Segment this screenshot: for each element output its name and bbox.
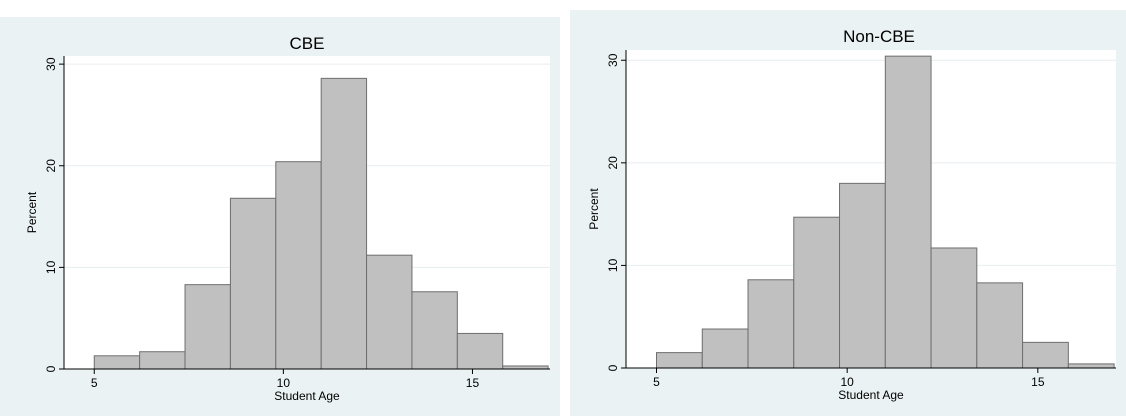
chart-title: Non-CBE bbox=[843, 27, 915, 46]
y-tick-label: 0 bbox=[606, 364, 620, 371]
histogram-bar bbox=[747, 279, 795, 369]
histogram-bar bbox=[793, 216, 841, 369]
histogram-bar bbox=[139, 351, 186, 370]
y-axis-label: Percent bbox=[25, 191, 39, 233]
y-tick-label: 20 bbox=[606, 156, 620, 170]
histogram-bar bbox=[411, 291, 458, 370]
histogram-bar bbox=[184, 284, 231, 370]
histogram-bar bbox=[839, 182, 886, 369]
histogram-non-cbe: 0 10 20 30 5 10 15 Non-CBE Student Age Percent bbox=[587, 27, 1116, 402]
y-tick-label: 10 bbox=[44, 260, 58, 274]
histogram-bar bbox=[656, 352, 703, 369]
histogram-bar bbox=[229, 197, 277, 370]
x-tick-label: 15 bbox=[1031, 375, 1045, 389]
x-tick-label: 10 bbox=[840, 375, 854, 389]
histogram-bar bbox=[1022, 341, 1069, 369]
x-tick-label: 5 bbox=[653, 375, 660, 389]
y-tick-label: 10 bbox=[606, 258, 620, 272]
x-axis-label: Student Age bbox=[838, 388, 904, 402]
histogram-bar bbox=[275, 161, 322, 370]
y-tick-label: 0 bbox=[44, 365, 58, 372]
y-tick-label: 20 bbox=[44, 159, 58, 173]
x-tick-label: 15 bbox=[466, 376, 480, 390]
chart-panel-cbe: 0 10 20 30 5 10 15 CBE Student Age Percent bbox=[0, 17, 560, 416]
chart-title: CBE bbox=[290, 34, 325, 53]
histogram-bar bbox=[976, 282, 1024, 369]
histogram-bar bbox=[1067, 363, 1115, 369]
histogram-cbe: 0 10 20 30 5 10 15 CBE Student Age Percent bbox=[25, 34, 550, 403]
histogram-bar bbox=[884, 55, 932, 369]
y-axis-label: Percent bbox=[587, 188, 601, 230]
histogram-bar bbox=[456, 332, 504, 370]
histogram-bar bbox=[320, 77, 368, 370]
y-tick-label: 30 bbox=[606, 53, 620, 67]
chart-panel-non-cbe: 0 10 20 30 5 10 15 Non-CBE Student Age Percent bbox=[570, 10, 1126, 416]
histogram-bar bbox=[930, 247, 978, 369]
y-tick-label: 30 bbox=[44, 57, 58, 71]
x-tick-label: 5 bbox=[91, 376, 98, 390]
histogram-bar bbox=[366, 254, 413, 370]
histogram-bar bbox=[701, 328, 749, 369]
histogram-bar bbox=[93, 355, 141, 370]
x-tick-label: 10 bbox=[277, 376, 291, 390]
x-axis-label: Student Age bbox=[274, 389, 340, 403]
